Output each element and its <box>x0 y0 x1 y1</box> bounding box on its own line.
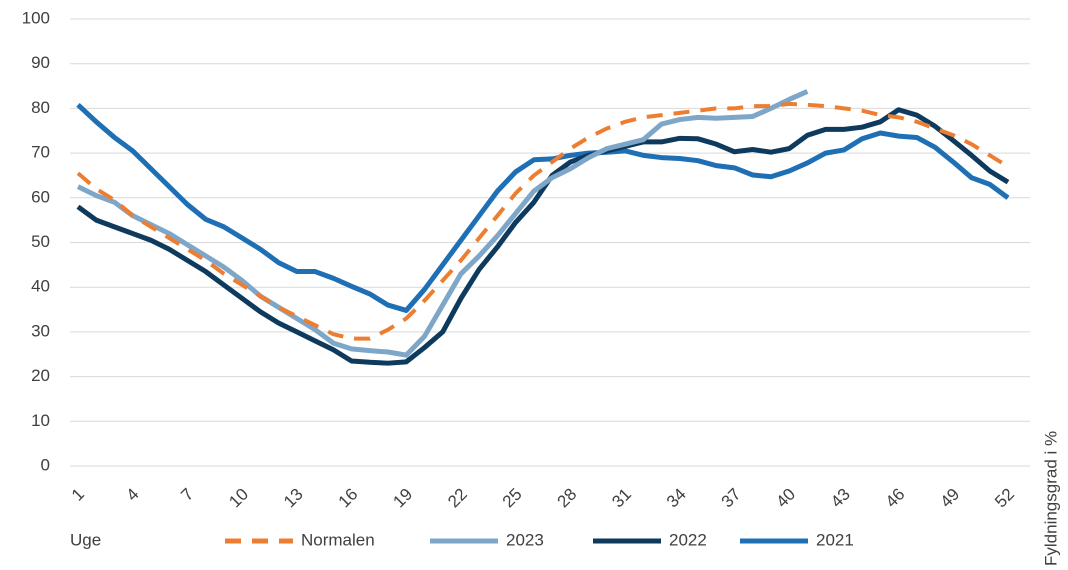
x-tick-label: 25 <box>499 485 526 512</box>
x-tick-label: 43 <box>827 485 854 512</box>
y-tick-label: 40 <box>31 277 50 296</box>
x-tick-label: 4 <box>123 485 143 505</box>
x-tick-label: 46 <box>882 485 909 512</box>
legend-label: Normalen <box>301 530 375 549</box>
x-tick-label: 28 <box>554 485 581 512</box>
y-axis-label: Fyldningsgrad i % <box>1041 431 1060 566</box>
legend-label: 2022 <box>669 530 707 549</box>
x-tick-label: 16 <box>335 485 362 512</box>
legend-label: 2023 <box>506 530 544 549</box>
series-line <box>76 102 1010 313</box>
y-tick-label: 100 <box>22 8 50 27</box>
x-tick-label: 52 <box>991 485 1018 512</box>
x-axis-label: Uge <box>70 530 101 549</box>
x-tick-label: 19 <box>389 485 416 512</box>
y-tick-label: 60 <box>31 187 50 206</box>
y-tick-label: 20 <box>31 366 50 385</box>
y-tick-label: 70 <box>31 143 50 162</box>
y-tick-label: 30 <box>31 321 50 340</box>
x-tick-label: 31 <box>608 485 635 512</box>
x-tick-label: 49 <box>936 485 963 512</box>
x-tick-label: 1 <box>68 485 88 505</box>
y-tick-label: 80 <box>31 98 50 117</box>
x-tick-label: 10 <box>225 485 252 512</box>
y-tick-label: 0 <box>41 455 50 474</box>
y-tick-label: 10 <box>31 411 50 430</box>
x-tick-label: 7 <box>177 485 197 505</box>
series-line <box>76 107 1010 366</box>
x-tick-label: 13 <box>280 485 307 512</box>
x-tick-label: 40 <box>772 485 799 512</box>
y-tick-label: 50 <box>31 232 50 251</box>
y-tick-label: 90 <box>31 53 50 72</box>
x-tick-label: 34 <box>663 485 690 512</box>
legend-label: 2021 <box>816 530 854 549</box>
series-line <box>76 89 809 358</box>
x-tick-label: 22 <box>444 485 471 512</box>
x-tick-label: 37 <box>718 485 745 512</box>
